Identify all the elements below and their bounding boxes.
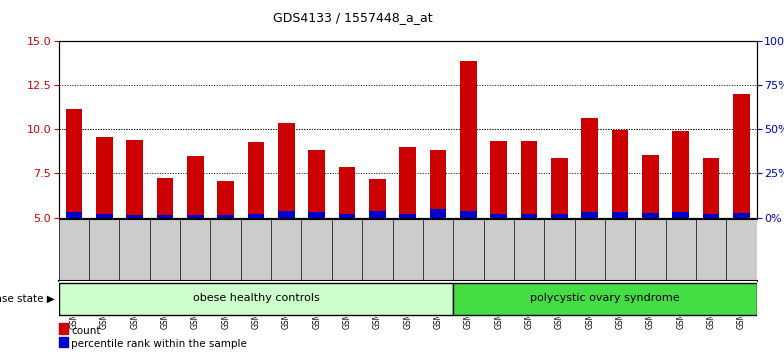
Bar: [59, 283, 453, 315]
Bar: [369, 211, 386, 218]
Bar: [96, 137, 113, 218]
Bar: [187, 156, 204, 218]
Bar: [551, 214, 568, 218]
Bar: [66, 212, 82, 218]
Bar: [582, 118, 598, 218]
Bar: [278, 123, 295, 218]
Bar: [339, 214, 355, 218]
Bar: [399, 147, 416, 218]
Bar: [733, 213, 750, 218]
Bar: [460, 211, 477, 218]
Bar: [217, 181, 234, 218]
Bar: [453, 283, 757, 315]
Bar: [733, 94, 750, 218]
Bar: [399, 214, 416, 218]
Text: disease state ▶: disease state ▶: [0, 294, 55, 304]
Bar: [490, 214, 507, 218]
Bar: [339, 167, 355, 218]
Bar: [157, 178, 173, 218]
Bar: [490, 141, 507, 218]
Text: polycystic ovary syndrome: polycystic ovary syndrome: [530, 293, 680, 303]
Bar: [551, 159, 568, 218]
Bar: [521, 141, 537, 218]
Bar: [217, 215, 234, 218]
Bar: [308, 149, 325, 218]
Bar: [702, 158, 720, 218]
Bar: [612, 130, 629, 218]
Bar: [642, 213, 659, 218]
Bar: [187, 215, 204, 218]
Bar: [673, 212, 689, 218]
Bar: [369, 179, 386, 218]
Bar: [702, 214, 720, 218]
Bar: [66, 109, 82, 218]
Bar: [308, 212, 325, 218]
Bar: [673, 131, 689, 218]
Bar: [430, 209, 446, 218]
Bar: [157, 215, 173, 218]
Bar: [612, 212, 629, 218]
Bar: [126, 140, 143, 218]
Text: percentile rank within the sample: percentile rank within the sample: [71, 339, 247, 349]
Bar: [582, 212, 598, 218]
Text: obese healthy controls: obese healthy controls: [193, 293, 319, 303]
Bar: [642, 155, 659, 218]
Bar: [278, 211, 295, 218]
Bar: [460, 61, 477, 218]
Bar: [96, 214, 113, 218]
Bar: [248, 142, 264, 218]
Text: count: count: [71, 326, 101, 336]
Bar: [248, 214, 264, 218]
Text: GDS4133 / 1557448_a_at: GDS4133 / 1557448_a_at: [273, 11, 433, 24]
Bar: [126, 215, 143, 218]
Bar: [430, 149, 446, 218]
Bar: [521, 214, 537, 218]
